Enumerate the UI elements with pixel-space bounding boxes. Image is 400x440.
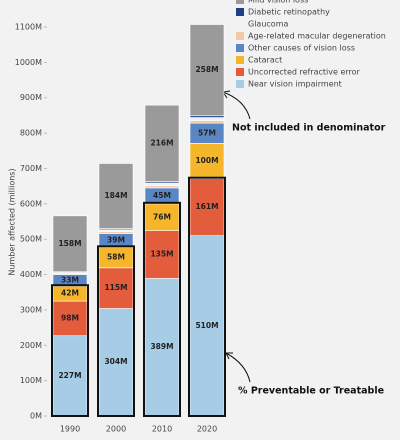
y-tick-label: 500M [20,235,42,244]
legend-label: Diabetic retinopathy [248,8,330,17]
legend-swatch [236,32,244,40]
annotation: % Preventable or Treatable [238,386,384,397]
highlight-box [188,176,226,417]
y-tick-label: 300M [20,305,42,314]
value-label: 115M [104,283,127,292]
legend-swatch [236,56,244,64]
value-label: 98M [61,313,79,322]
value-label: 58M [107,253,125,262]
y-tick-label: 800M [20,129,42,138]
legend-swatch [236,20,244,28]
bar-segment [189,120,225,124]
legend-label: Glaucoma [248,20,288,29]
y-tick-label: 1000M [15,58,42,67]
value-label: 184M [104,191,127,200]
value-label: 42M [61,289,79,298]
y-tick-label: 100M [20,376,42,385]
y-tick-label: 400M [20,270,42,279]
legend-swatch [236,44,244,52]
bar-segment [189,235,225,417]
y-tick-label: 0M [30,412,42,421]
value-label: 158M [58,239,81,248]
bar-segment [98,267,134,309]
highlight-box [143,201,181,417]
bar-segment [189,117,225,122]
bar-segment [144,182,180,187]
bar-segment [189,143,225,180]
bar-segment [144,104,180,182]
x-tick-label: 1990 [60,425,80,434]
value-label: 304M [104,357,127,366]
y-tick-label: 700M [20,164,42,173]
legend-label: Age-related macular degeneration [248,32,386,41]
bar-segment [189,24,225,117]
legend-label: Cataract [248,56,282,65]
y-axis-label: Number affected (millions) [8,168,17,275]
value-label: 389M [150,342,173,351]
annotation: Not included in denominator [232,123,386,134]
legend-swatch [236,80,244,88]
highlight-box [51,284,89,417]
value-label: 57M [198,128,216,137]
value-label: 45M [153,191,171,200]
arrow [222,91,251,120]
y-tick-label: 200M [20,341,42,350]
value-label: 135M [150,250,173,259]
bar-segment [144,230,180,279]
arrow [225,352,251,383]
bar-segment [98,229,134,233]
bar-segment [144,185,180,189]
bar-segment [98,163,134,229]
bar-segment [52,300,88,337]
value-label: 510M [195,321,218,330]
x-tick-label: 2000 [106,425,126,434]
value-label: 161M [195,202,218,211]
x-tick-label: 2010 [152,425,172,434]
x-tick-label: 2020 [197,425,217,434]
bar-segment [144,203,180,231]
legend-label: Uncorrected refractive error [248,68,361,77]
value-label: 227M [58,371,81,380]
legend-label: Near vision impairment [248,80,342,89]
legend-swatch [236,68,244,76]
bar-segment [98,308,134,417]
value-label: 216M [150,138,173,147]
value-label: 33M [61,275,79,284]
legend-label: Other causes of vision loss [248,44,355,53]
y-tick-label: 1100M [15,23,42,32]
value-label: 258M [195,65,218,74]
legend-label: Mild vision loss [248,0,308,5]
legend-swatch [236,0,244,4]
y-tick-label: 900M [20,93,42,102]
value-label: 100M [195,156,218,165]
value-label: 39M [107,235,125,244]
value-label: 76M [153,212,171,221]
bar-segment [144,278,180,417]
y-tick-label: 600M [20,199,42,208]
bar-segment [52,215,88,273]
highlight-box [97,245,135,417]
legend-swatch [236,8,244,16]
arrow-head [225,352,233,360]
